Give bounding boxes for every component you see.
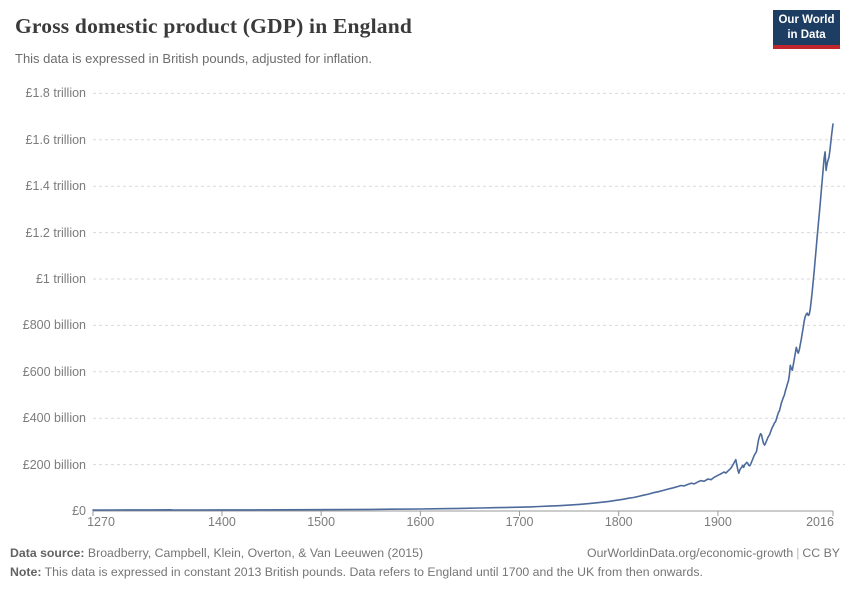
chart-footer: Data source: Broadberry, Campbell, Klein… — [10, 546, 840, 579]
x-tick-label: 1700 — [505, 515, 534, 529]
note-label: Note: — [10, 565, 42, 579]
y-tick-label: £200 billion — [22, 457, 86, 472]
attribution: OurWorldinData.org/economic-growth | CC BY — [587, 546, 840, 560]
data-source-label: Data source: — [10, 546, 85, 560]
data-source: Data source: Broadberry, Campbell, Klein… — [10, 546, 423, 560]
chart-subtitle: This data is expressed in British pounds… — [15, 51, 372, 66]
x-tick-label: 1900 — [704, 515, 732, 529]
attribution-separator: | — [796, 546, 800, 560]
y-tick-label: £800 billion — [22, 318, 86, 333]
note-text: This data is expressed in constant 2013 … — [41, 565, 703, 579]
chart-note: Note: This data is expressed in constant… — [10, 565, 840, 579]
y-tick-label: £0 — [72, 504, 86, 518]
owid-logo-line2: in Data — [787, 28, 826, 41]
y-tick-label: £600 billion — [22, 364, 86, 379]
page-title: Gross domestic product (GDP) in England — [15, 14, 413, 38]
x-tick-label: 1270 — [87, 515, 115, 529]
y-tick-label: £1.2 trillion — [25, 225, 86, 240]
owid-logo-line1: Our World — [778, 14, 835, 27]
x-tick-label: 1500 — [307, 515, 336, 529]
x-tick-label: 1600 — [406, 515, 435, 529]
y-tick-label: £400 billion — [22, 411, 86, 426]
y-tick-label: £1.6 trillion — [25, 132, 86, 147]
owid-logo[interactable]: Our World in Data — [773, 10, 840, 49]
x-tick-label: 1400 — [208, 515, 236, 529]
data-source-text: Broadberry, Campbell, Klein, Overton, & … — [84, 546, 424, 560]
y-tick-label: £1.4 trillion — [25, 179, 86, 194]
x-tick-label: 1800 — [604, 515, 633, 529]
y-tick-label: £1.8 trillion — [25, 86, 86, 101]
chart-line[interactable] — [92, 123, 834, 511]
owid-url-link[interactable]: OurWorldinData.org/economic-growth — [587, 546, 794, 560]
x-tick-label: 2016 — [806, 515, 834, 529]
y-tick-label: £1 trillion — [35, 272, 86, 286]
license-link[interactable]: CC BY — [802, 546, 840, 560]
